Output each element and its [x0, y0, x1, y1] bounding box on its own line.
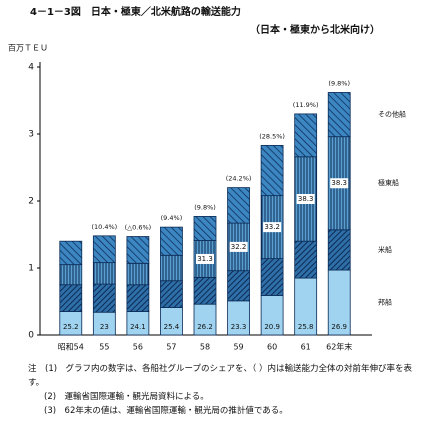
growth-label: (9.4%) — [161, 214, 183, 222]
bar-hatch — [59, 264, 82, 285]
share-label: 20.9 — [264, 323, 280, 331]
label-bg — [330, 322, 349, 332]
bar-hatch — [294, 241, 317, 279]
x-tick-label: 61 — [301, 343, 311, 352]
bar-hatch — [160, 227, 183, 256]
y-tick-label: 4 — [28, 63, 34, 73]
notes: 注 (1) グラフ内の数字は、各船社グループのシェアを、（ ）内は輸送能力全体の… — [28, 362, 428, 418]
y-tick-label: 3 — [28, 130, 34, 140]
legend-label: 極東船 — [378, 178, 399, 187]
note: (3) 62年末の値は、運輸省国際運輸・観光局の推計値である。 — [44, 406, 288, 416]
share-label: 25.2 — [63, 323, 79, 331]
bar-hatch — [194, 216, 216, 241]
chart-title: 4－1－3図 日本・極東／北米航路の輸送能力 — [30, 5, 241, 18]
bar-hatch — [59, 241, 82, 265]
bar-hatch — [93, 235, 116, 263]
bar-hatch — [160, 280, 183, 308]
bar-hatch — [328, 229, 351, 271]
share-label: 38.3 — [331, 179, 347, 187]
label-bg — [330, 178, 349, 189]
label-bg — [196, 253, 214, 264]
share-label: 24.1 — [130, 323, 146, 331]
bar-hatch — [227, 187, 250, 224]
legend-label: 邦船 — [378, 298, 392, 307]
bar-hatch — [261, 258, 284, 296]
bar-hatch — [126, 263, 149, 285]
x-tick-label: 昭和54 — [58, 343, 84, 352]
bar-hatch — [261, 145, 284, 196]
bar-hatch — [194, 277, 216, 305]
share-label: 32.2 — [231, 243, 247, 251]
share-label: 25.4 — [164, 323, 180, 331]
growth-label: (28.5%) — [259, 132, 285, 140]
bar-hatch — [126, 236, 149, 264]
label-bg — [196, 322, 214, 332]
legend-label: 米船 — [378, 245, 392, 254]
label-bg — [296, 322, 315, 332]
label-bg — [95, 322, 114, 332]
share-label: 33.2 — [264, 223, 280, 231]
growth-label: (9.8%) — [194, 203, 216, 211]
bar-hatch — [126, 284, 149, 312]
note: 注 (1) グラフ内の数字は、各船社グループのシェアを、（ ）内は輸送能力全体の… — [28, 364, 412, 388]
label-bg — [263, 322, 282, 332]
label-bg — [61, 322, 80, 332]
x-tick-label: 60 — [267, 343, 277, 352]
label-bg — [229, 241, 248, 252]
bar-hatch — [227, 270, 250, 301]
growth-label: (△0.6%) — [125, 224, 152, 232]
x-tick-label: 58 — [200, 343, 210, 352]
x-tick-label: 59 — [233, 343, 243, 352]
share-label: 25.8 — [298, 323, 314, 331]
y-tick-label: 1 — [28, 264, 34, 274]
growth-label: (11.9%) — [293, 101, 319, 109]
legend-label: その他船 — [378, 110, 406, 119]
bar-hatch — [93, 284, 116, 313]
label-bg — [263, 222, 282, 233]
bar-hatch — [328, 92, 351, 137]
share-label: 23 — [100, 323, 109, 331]
share-label: 38.3 — [298, 195, 314, 203]
label-bg — [296, 193, 315, 204]
chart: 4－1－3図 日本・極東／北米航路の輸送能力 （日本・極東から北米向け） 百万Ｔ… — [8, 5, 406, 352]
label-bg — [162, 322, 181, 332]
y-tick-label: 0 — [28, 331, 34, 341]
label-bg — [128, 322, 147, 332]
y-tick-label: 2 — [28, 197, 34, 207]
bar-hatch — [160, 255, 183, 281]
x-tick-label: 57 — [166, 343, 176, 352]
growth-label: (9.8%) — [328, 79, 350, 87]
note: (2) 運輸省国際運輸・観光局資料による。 — [44, 392, 209, 402]
bar-hatch — [294, 113, 317, 157]
share-label: 31.3 — [197, 255, 213, 263]
bar-hatch — [59, 284, 82, 312]
growth-label: (10.4%) — [91, 223, 117, 231]
label-bg — [229, 322, 248, 332]
chart-subtitle: （日本・極東から北米向け） — [250, 23, 380, 36]
share-label: 23.3 — [231, 323, 247, 331]
x-tick-label: 56 — [133, 343, 143, 352]
y-axis-label: 百万ＴＥＵ — [8, 44, 48, 53]
x-tick-label: 62年末 — [326, 342, 352, 352]
share-label: 26.9 — [331, 323, 347, 331]
growth-label: (24.2%) — [226, 175, 252, 183]
share-label: 26.2 — [197, 323, 213, 331]
bar-hatch — [93, 262, 116, 285]
x-tick-label: 55 — [99, 343, 109, 352]
